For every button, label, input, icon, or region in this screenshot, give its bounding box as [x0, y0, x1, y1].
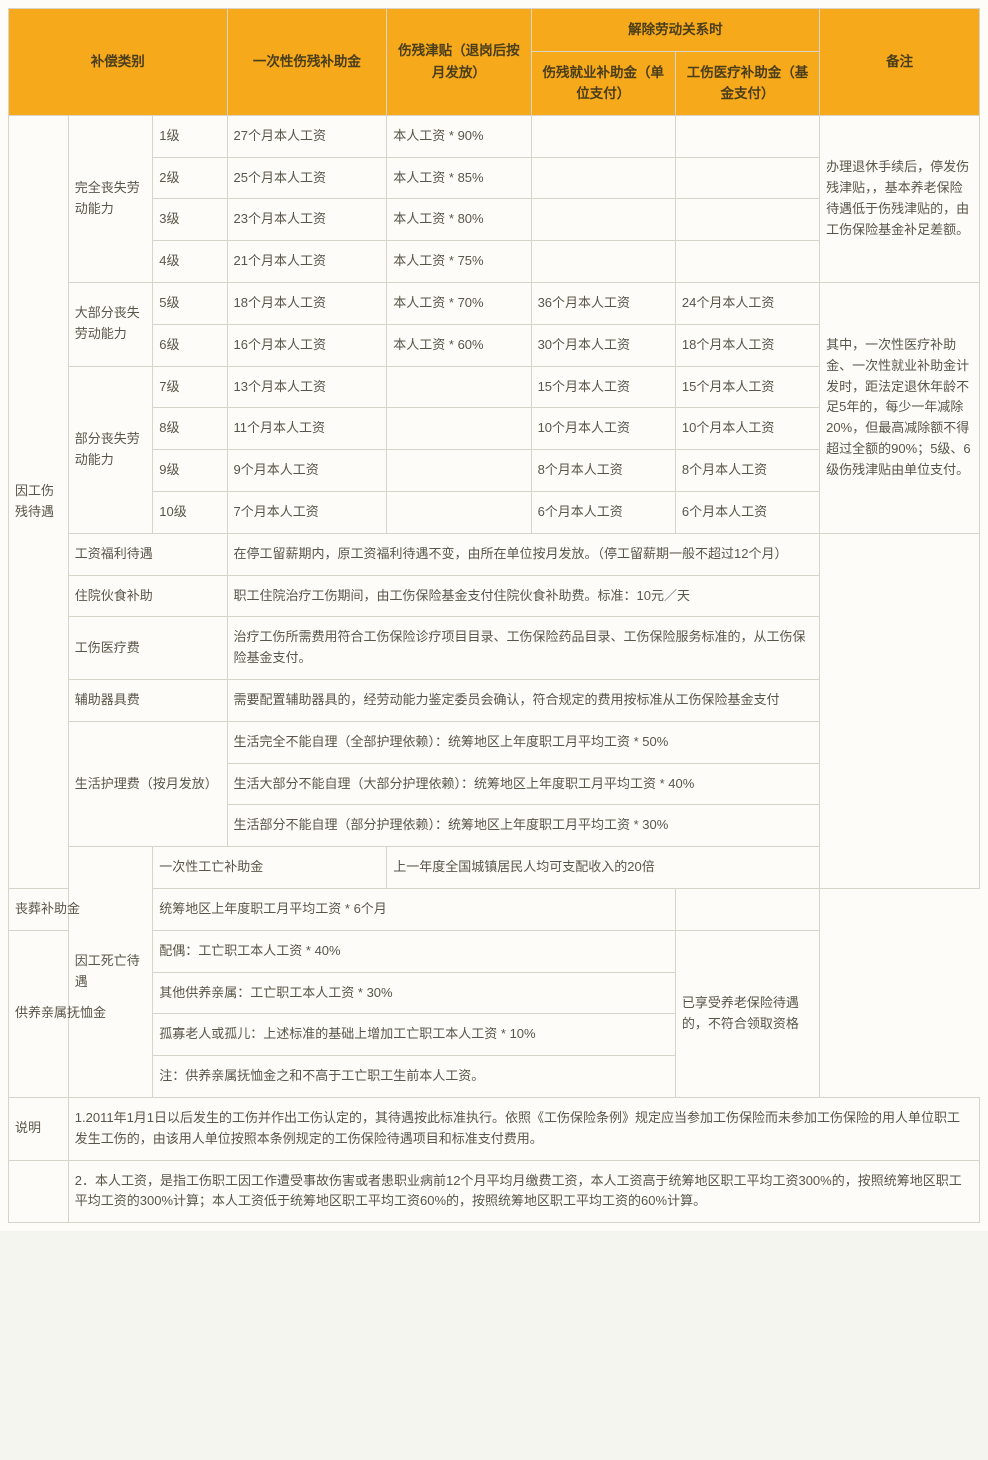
l5-allow: 本人工资 * 70% [387, 282, 531, 324]
ability-most: 大部分丧失劳动能力 [68, 282, 153, 366]
benefit-care3: 生活部分不能自理（部分护理依赖）：统筹地区上年度职工月平均工资 * 30% [227, 805, 820, 847]
level-4: 4级 [153, 241, 227, 283]
l6-allow: 本人工资 * 60% [387, 324, 531, 366]
l1-emp [531, 115, 675, 157]
death-orphan: 孤寡老人或孤儿：上述标准的基础上增加工亡职工本人工资 * 10% [153, 1014, 676, 1056]
category-explain: 说明 [9, 1097, 69, 1160]
benefit-device-label: 辅助器具费 [68, 679, 227, 721]
l10-emp: 6个月本人工资 [531, 491, 675, 533]
benefit-medical: 治疗工伤所需费用符合工伤保险诊疗项目目录、工伤保险药品目录、工伤保险服务标准的，… [227, 617, 820, 680]
remark-empty-2 [675, 888, 819, 930]
l9-med: 8个月本人工资 [675, 450, 819, 492]
l10-allow [387, 491, 531, 533]
ability-part: 部分丧失劳动能力 [68, 366, 153, 533]
header-terminate: 解除劳动关系时 [531, 9, 820, 52]
benefit-care-label: 生活护理费（按月发放） [68, 721, 227, 846]
l4-allow: 本人工资 * 75% [387, 241, 531, 283]
l6-lump: 16个月本人工资 [227, 324, 387, 366]
l4-lump: 21个月本人工资 [227, 241, 387, 283]
death-other: 其他供养亲属：工亡职工本人工资 * 30% [153, 972, 676, 1014]
level-9: 9级 [153, 450, 227, 492]
l2-lump: 25个月本人工资 [227, 157, 387, 199]
l1-med [675, 115, 819, 157]
l5-emp: 36个月本人工资 [531, 282, 675, 324]
benefit-salary-label: 工资福利待遇 [68, 533, 227, 575]
l10-lump: 7个月本人工资 [227, 491, 387, 533]
explain-1: 1.2011年1月1日以后发生的工伤并作出工伤认定的，其待遇按此标准执行。依照《… [68, 1097, 979, 1160]
l9-allow [387, 450, 531, 492]
header-medical: 工伤医疗补助金（基金支付） [675, 51, 819, 115]
header-employment: 伤残就业补助金（单位支付） [531, 51, 675, 115]
death-funeral-label: 丧葬补助金 [9, 888, 153, 930]
benefit-medical-label: 工伤医疗费 [68, 617, 227, 680]
header-category: 补偿类别 [9, 9, 228, 116]
header-remark: 备注 [820, 9, 980, 116]
l5-lump: 18个月本人工资 [227, 282, 387, 324]
death-lump: 上一年度全国城镇居民人均可支配收入的20倍 [387, 847, 980, 889]
remark-3: 已享受养老保险待遇的，不符合领取资格 [675, 930, 819, 1097]
death-funeral: 统筹地区上年度职工月平均工资 * 6个月 [153, 888, 676, 930]
l7-lump: 13个月本人工资 [227, 366, 387, 408]
l3-med [675, 199, 819, 241]
l1-lump: 27个月本人工资 [227, 115, 387, 157]
l10-med: 6个月本人工资 [675, 491, 819, 533]
l3-emp [531, 199, 675, 241]
death-note: 注：供养亲属抚恤金之和不高于工亡职工生前本人工资。 [153, 1056, 676, 1098]
level-7: 7级 [153, 366, 227, 408]
remark-empty [820, 533, 980, 888]
header-lump: 一次性伤残补助金 [227, 9, 387, 116]
l3-lump: 23个月本人工资 [227, 199, 387, 241]
benefit-care2: 生活大部分不能自理（大部分护理依赖）：统筹地区上年度职工月平均工资 * 40% [227, 763, 820, 805]
l3-allow: 本人工资 * 80% [387, 199, 531, 241]
death-spouse: 配偶：工亡职工本人工资 * 40% [153, 930, 676, 972]
l6-med: 18个月本人工资 [675, 324, 819, 366]
l2-med [675, 157, 819, 199]
compensation-table: 补偿类别 一次性伤残补助金 伤残津贴（退岗后按月发放） 解除劳动关系时 备注 伤… [8, 8, 980, 1223]
level-5: 5级 [153, 282, 227, 324]
level-8: 8级 [153, 408, 227, 450]
l9-lump: 9个月本人工资 [227, 450, 387, 492]
l2-allow: 本人工资 * 85% [387, 157, 531, 199]
l8-lump: 11个月本人工资 [227, 408, 387, 450]
level-10: 10级 [153, 491, 227, 533]
level-3: 3级 [153, 199, 227, 241]
l4-med [675, 241, 819, 283]
l1-allow: 本人工资 * 90% [387, 115, 531, 157]
death-lump-label: 一次性工亡补助金 [153, 847, 387, 889]
explain-2: 2．本人工资，是指工伤职工因工作遭受事故伤害或者患职业病前12个月平均月缴费工资… [68, 1160, 979, 1223]
benefit-device: 需要配置辅助器具的，经劳动能力鉴定委员会确认，符合规定的费用按标准从工伤保险基金… [227, 679, 820, 721]
explain-empty [9, 1160, 69, 1223]
benefit-salary: 在停工留薪期内，原工资福利待遇不变，由所在单位按月发放。（停工留薪期一般不超过1… [227, 533, 820, 575]
l5-med: 24个月本人工资 [675, 282, 819, 324]
level-1: 1级 [153, 115, 227, 157]
level-6: 6级 [153, 324, 227, 366]
benefit-hospital-label: 住院伙食补助 [68, 575, 227, 617]
l7-emp: 15个月本人工资 [531, 366, 675, 408]
remark-2: 其中，一次性医疗补助金、一次性就业补助金计发时，距法定退休年龄不足5年的，每少一… [820, 282, 980, 533]
remark-1: 办理退休手续后，停发伤残津贴，，基本养老保险待遇低于伤残津贴的，由工伤保险基金补… [820, 115, 980, 282]
l7-med: 15个月本人工资 [675, 366, 819, 408]
l8-med: 10个月本人工资 [675, 408, 819, 450]
benefit-hospital: 职工住院治疗工伤期间，由工伤保险基金支付住院伙食补助费。标准：10元／天 [227, 575, 820, 617]
l4-emp [531, 241, 675, 283]
level-2: 2级 [153, 157, 227, 199]
ability-full: 完全丧失劳动能力 [68, 115, 153, 282]
l9-emp: 8个月本人工资 [531, 450, 675, 492]
benefit-care1: 生活完全不能自理（全部护理依赖）：统筹地区上年度职工月平均工资 * 50% [227, 721, 820, 763]
l2-emp [531, 157, 675, 199]
header-allowance: 伤残津贴（退岗后按月发放） [387, 9, 531, 116]
l6-emp: 30个月本人工资 [531, 324, 675, 366]
l8-emp: 10个月本人工资 [531, 408, 675, 450]
l8-allow [387, 408, 531, 450]
l7-allow [387, 366, 531, 408]
category-injury: 因工伤残待遇 [9, 115, 69, 888]
